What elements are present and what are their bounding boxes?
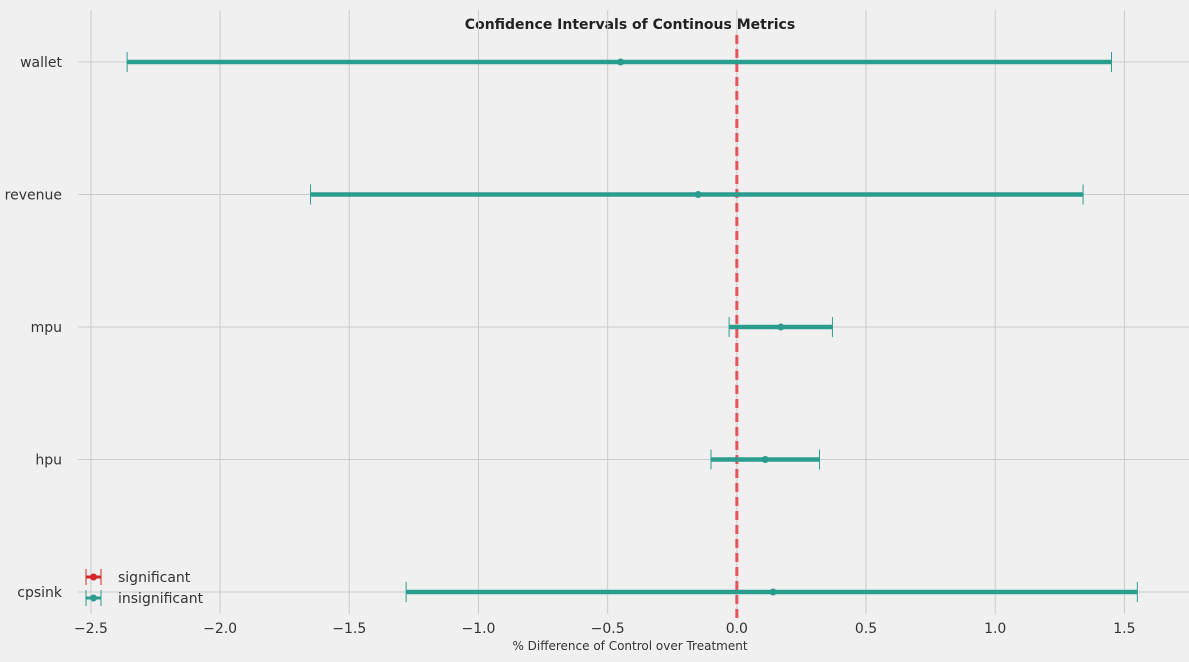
legend-marker-significant <box>90 573 97 581</box>
point-estimate-revenue <box>694 191 702 198</box>
x-tick-label: −0.5 <box>591 621 625 637</box>
x-tick-label: −2.5 <box>74 621 108 637</box>
point-estimate-hpu <box>761 456 769 463</box>
x-tick-label: 0.5 <box>855 621 877 637</box>
legend-label-insignificant: insignificant <box>118 591 204 607</box>
x-tick-label: 1.0 <box>984 621 1006 637</box>
x-tick-label: 0.0 <box>726 621 748 637</box>
y-tick-label: cpsink <box>17 585 63 601</box>
x-axis-ticks: −2.5 −2.0 −1.5 −1.0 −0.5 0.0 0.5 1.0 1.5 <box>74 621 1136 637</box>
x-axis-label: % Difference of Control over Treatment <box>512 639 747 653</box>
chart-title: Confidence Intervals of Continous Metric… <box>465 17 795 33</box>
point-estimate-wallet <box>617 58 625 66</box>
x-tick-label: −1.0 <box>461 621 495 637</box>
point-estimate-mpu <box>777 323 785 331</box>
legend-label-significant: significant <box>118 570 191 586</box>
legend-marker-insignificant <box>90 594 97 602</box>
legend: significant insignificant <box>85 569 204 607</box>
x-tick-label: 1.5 <box>1113 621 1135 637</box>
x-tick-label: −2.0 <box>203 621 237 637</box>
y-tick-label: wallet <box>20 55 62 71</box>
y-tick-label: revenue <box>5 188 62 204</box>
point-estimate-cpsink <box>769 588 777 596</box>
x-tick-label: −1.5 <box>332 621 366 637</box>
y-tick-label: hpu <box>35 453 62 469</box>
interval-layer <box>126 52 1138 602</box>
y-axis-ticks: wallet revenue mpu hpu cpsink <box>5 55 63 601</box>
y-tick-label: mpu <box>31 320 62 336</box>
